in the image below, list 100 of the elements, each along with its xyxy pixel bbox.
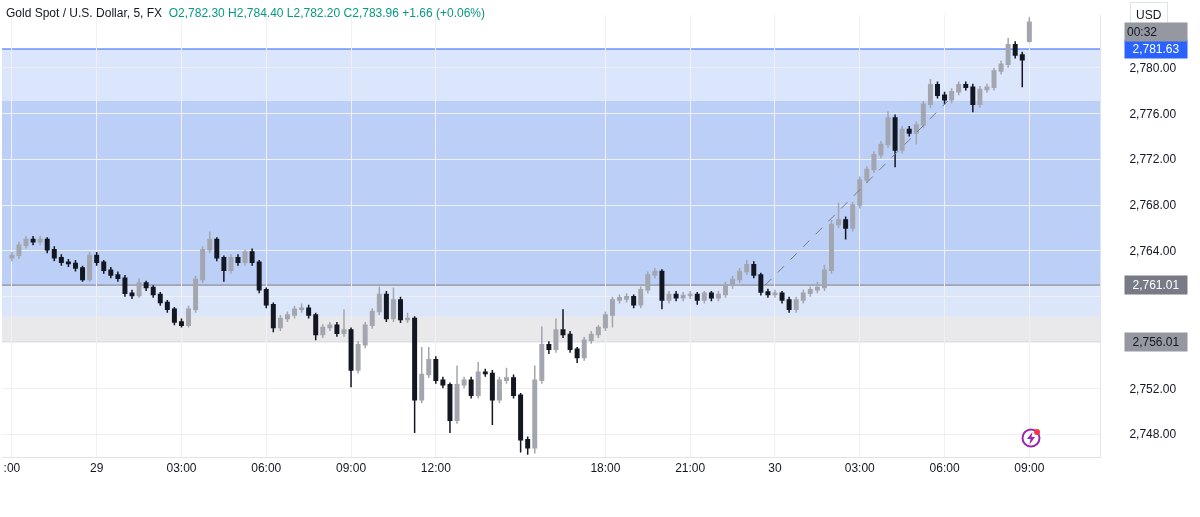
candlestick xyxy=(878,140,884,159)
x-tick-label: 09:00 xyxy=(1014,461,1045,476)
candlestick xyxy=(313,311,319,341)
candlestick xyxy=(433,355,439,385)
candlestick xyxy=(708,290,714,303)
candlestick xyxy=(334,321,340,338)
candlestick xyxy=(772,289,778,299)
candlestick xyxy=(546,340,552,355)
candlestick xyxy=(270,301,276,333)
candlestick xyxy=(857,175,863,210)
candlestick xyxy=(609,295,615,329)
candlestick xyxy=(836,202,842,229)
candlestick xyxy=(715,290,721,303)
text: 00:32 xyxy=(1127,25,1158,39)
candlestick xyxy=(1005,37,1011,69)
candlestick xyxy=(532,364,538,455)
candlestick xyxy=(906,125,912,138)
candlestick xyxy=(51,245,57,262)
candlestick xyxy=(927,78,933,109)
candlestick xyxy=(539,325,545,385)
candlestick xyxy=(94,251,100,267)
candlestick xyxy=(426,346,432,379)
x-tick-label: 30 xyxy=(768,461,782,476)
candlestick xyxy=(829,219,834,275)
candlestick xyxy=(977,85,983,109)
candlestick xyxy=(843,215,849,241)
candlestick xyxy=(751,260,757,280)
candlestick xyxy=(440,376,446,390)
candlestick xyxy=(920,100,926,130)
candlestick xyxy=(744,259,750,276)
candlestick xyxy=(23,235,29,250)
candlestick xyxy=(16,240,22,260)
candlestick xyxy=(44,236,50,254)
candlestick xyxy=(242,248,248,267)
candlestick xyxy=(553,317,559,354)
candlestick xyxy=(376,285,382,316)
candlestick xyxy=(652,267,658,280)
ref-line-label: 2,761.01 xyxy=(1132,278,1180,292)
candlestick xyxy=(292,305,297,320)
y-tick-label: 2,772.00 xyxy=(1129,152,1177,167)
candlestick xyxy=(80,265,86,283)
candlestick xyxy=(461,376,467,390)
candlestick xyxy=(970,82,976,114)
candlestick xyxy=(277,314,283,332)
candlestick xyxy=(37,235,43,246)
candlestick xyxy=(793,295,799,314)
candlestick xyxy=(256,259,262,294)
x-tick-label: :00 xyxy=(3,461,21,476)
candlestick xyxy=(814,281,820,294)
candlestick xyxy=(108,266,114,280)
candlestick xyxy=(355,340,361,375)
y-tick-label: 2,752.00 xyxy=(1129,381,1177,396)
candlestick xyxy=(694,291,700,306)
candlestick xyxy=(504,366,509,385)
candlestick xyxy=(899,125,905,155)
candlestick xyxy=(581,336,587,362)
candlestick xyxy=(489,369,495,426)
candlestick xyxy=(807,285,813,298)
y-tick-label: 2,764.00 xyxy=(1129,244,1177,259)
candlestick xyxy=(850,200,856,233)
candlestick xyxy=(454,364,460,425)
x-tick-label: 06:00 xyxy=(929,461,960,476)
candlestick xyxy=(659,268,665,311)
candlestick xyxy=(186,305,192,329)
candlestick xyxy=(171,306,177,327)
candlestick xyxy=(101,259,107,275)
x-tick-label: 03:00 xyxy=(166,461,197,476)
candlestick xyxy=(369,307,375,330)
candlestick xyxy=(680,291,686,303)
candlestick xyxy=(383,290,389,323)
candlestick xyxy=(779,290,785,305)
candlestick xyxy=(885,110,891,149)
candlestick xyxy=(122,274,128,298)
candlestick xyxy=(984,82,990,94)
x-tick-label: 29 xyxy=(90,461,104,476)
candlestick xyxy=(468,376,474,400)
ref-line-label: 2,756.01 xyxy=(1132,335,1180,349)
candlestick xyxy=(398,295,403,324)
candlestick xyxy=(341,308,347,338)
candlestick xyxy=(30,235,36,246)
candlestick xyxy=(390,286,396,323)
candlestick xyxy=(935,80,940,100)
candlestick xyxy=(129,289,135,300)
candlestick xyxy=(786,295,792,314)
candlestick xyxy=(998,60,1004,76)
chart-subtitle: O2,782.30 H2,784.40 L2,782.20 C2,783.96 +1.66 (+0.06%) xyxy=(168,6,485,21)
candlestick xyxy=(963,80,969,92)
y-tick-label: 2,776.00 xyxy=(1129,106,1177,121)
candlestick xyxy=(617,293,623,305)
x-tick-label: 21:00 xyxy=(675,461,706,476)
candlestick xyxy=(645,270,651,294)
candlestick xyxy=(1019,50,1025,88)
candlestick xyxy=(737,267,743,284)
candlestick xyxy=(1012,40,1018,60)
x-tick-label: 09:00 xyxy=(336,461,367,476)
candlestick xyxy=(588,330,594,345)
candlestick xyxy=(949,87,955,104)
candlestick xyxy=(412,315,418,434)
candlestick xyxy=(871,150,877,174)
candlestick xyxy=(666,290,672,305)
